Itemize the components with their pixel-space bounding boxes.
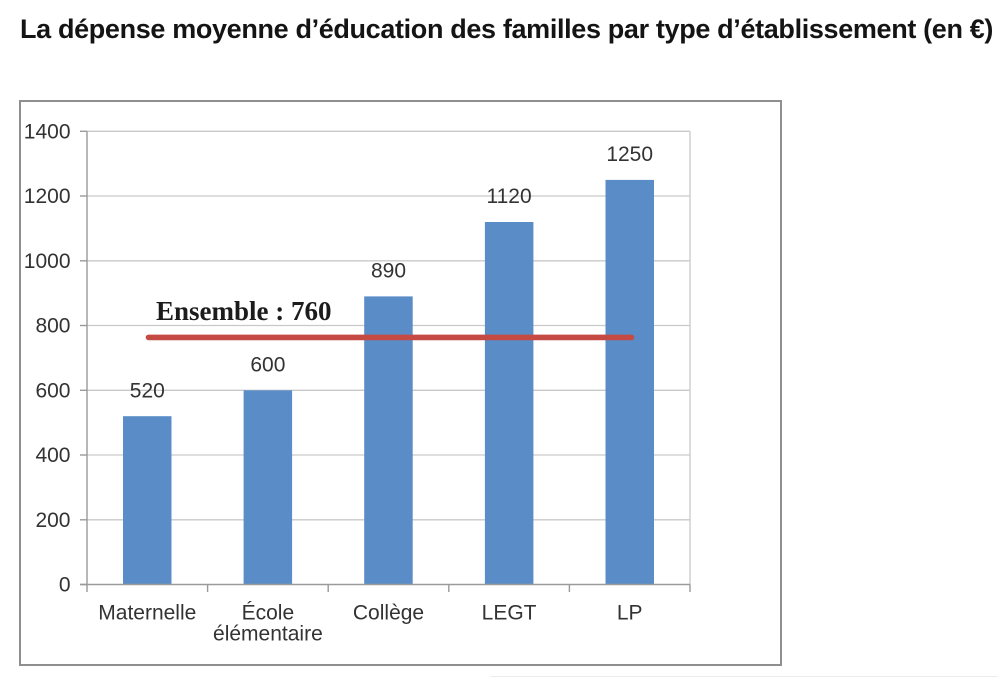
svg-text:élémentaire: élémentaire <box>213 623 323 646</box>
svg-text:600: 600 <box>35 380 70 403</box>
svg-text:0: 0 <box>59 574 71 597</box>
svg-text:800: 800 <box>35 315 70 338</box>
svg-text:890: 890 <box>371 260 406 283</box>
svg-text:Ensemble : 760: Ensemble : 760 <box>156 296 332 326</box>
svg-text:École: École <box>242 602 295 625</box>
svg-text:600: 600 <box>250 354 285 377</box>
svg-text:1400: 1400 <box>24 121 71 144</box>
svg-text:1250: 1250 <box>606 143 653 166</box>
svg-text:400: 400 <box>35 444 70 467</box>
svg-text:LEGT: LEGT <box>482 602 537 625</box>
svg-text:200: 200 <box>35 509 70 532</box>
svg-text:1000: 1000 <box>24 250 71 273</box>
svg-text:LP: LP <box>617 602 643 625</box>
svg-text:1120: 1120 <box>487 185 532 208</box>
svg-text:Maternelle: Maternelle <box>98 602 196 625</box>
svg-text:1200: 1200 <box>24 185 71 208</box>
svg-text:Collège: Collège <box>353 602 424 625</box>
svg-text:520: 520 <box>130 379 165 402</box>
